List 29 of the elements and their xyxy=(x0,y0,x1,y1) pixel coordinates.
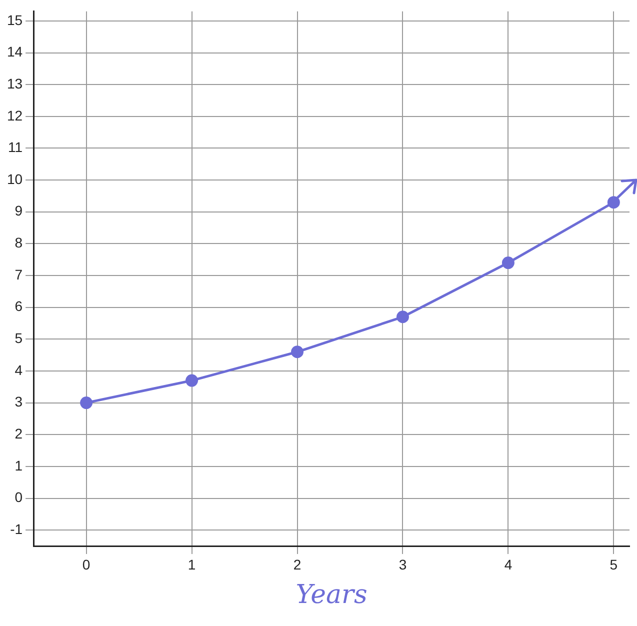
y-tick-label: 3 xyxy=(14,394,23,410)
y-tick-label: 9 xyxy=(14,202,23,219)
x-tick-label: 1 xyxy=(188,556,196,572)
x-tick-label: 5 xyxy=(610,556,618,572)
x-axis-title: Years xyxy=(296,580,368,610)
x-tick-label: 2 xyxy=(293,556,302,572)
y-tick-label: 12 xyxy=(6,107,23,124)
y-tick-label: 1 xyxy=(14,457,23,474)
point xyxy=(396,310,409,324)
y-tick-label: 5 xyxy=(14,330,23,346)
y-tick-label: 7 xyxy=(14,266,23,282)
point xyxy=(186,374,198,387)
y-tick-label: 0 xyxy=(14,489,23,506)
y-tick-label: 8 xyxy=(14,234,23,251)
point xyxy=(502,256,514,270)
y-tick-label: 14 xyxy=(6,44,23,60)
y-tick-label: 11 xyxy=(8,139,23,156)
x-tick-label: 4 xyxy=(504,556,512,572)
y-tick-label: -1 xyxy=(10,520,23,537)
point xyxy=(291,346,304,358)
y-tick-label: 2 xyxy=(14,425,23,442)
x-tick-label: 0 xyxy=(82,556,90,572)
point xyxy=(80,396,93,410)
y-tick-label: 15 xyxy=(6,12,23,28)
y-tick-label: 13 xyxy=(6,75,23,92)
y-tick-label: 6 xyxy=(14,298,23,314)
y-tick-label: 10 xyxy=(6,170,23,187)
y-tick-label: 4 xyxy=(14,362,23,378)
x-tick-label: 3 xyxy=(398,556,407,572)
